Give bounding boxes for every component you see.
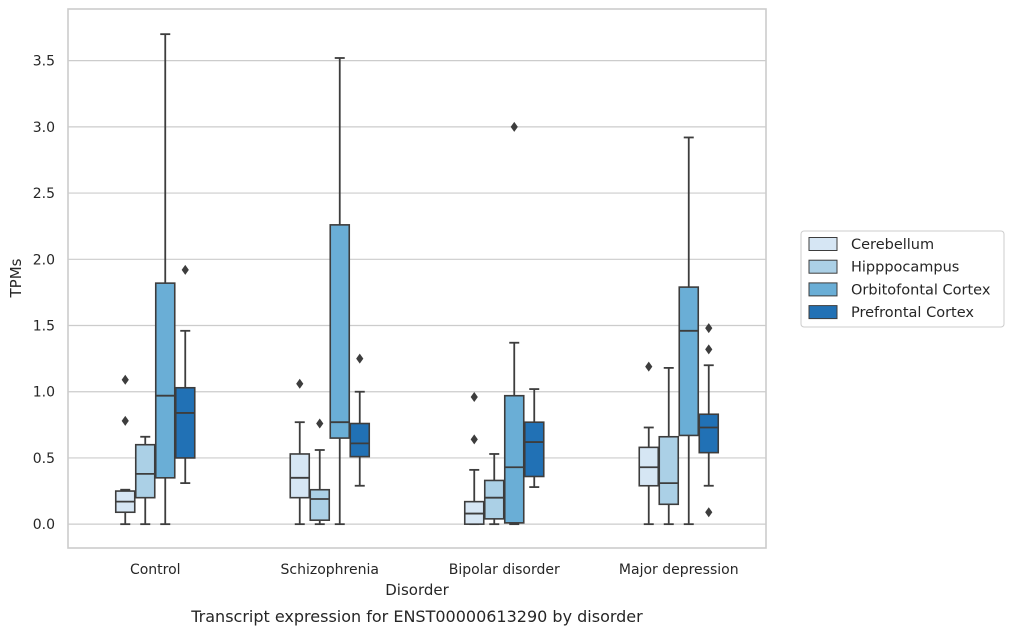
legend-label: Prefrontal Cortex bbox=[851, 305, 974, 321]
box-group bbox=[349, 353, 371, 487]
box-group bbox=[503, 121, 525, 526]
box bbox=[698, 413, 720, 454]
outlier-point bbox=[705, 344, 713, 355]
box bbox=[658, 435, 680, 506]
box bbox=[154, 282, 176, 479]
outlier-point bbox=[705, 323, 713, 334]
outlier-point bbox=[181, 264, 189, 275]
y-tick-label: 2.5 bbox=[33, 186, 55, 202]
box-group bbox=[638, 361, 660, 526]
x-tick-label: Major depression bbox=[619, 562, 739, 578]
outlier-point bbox=[470, 392, 478, 403]
y-tick-label: 1.5 bbox=[33, 319, 55, 335]
box-group bbox=[174, 264, 196, 485]
box bbox=[309, 488, 331, 521]
legend-swatch bbox=[808, 237, 838, 251]
outlier-point bbox=[470, 434, 478, 445]
outlier-point bbox=[705, 507, 713, 518]
outlier-point bbox=[645, 361, 653, 372]
box-group bbox=[154, 33, 176, 526]
box bbox=[174, 386, 196, 459]
box bbox=[503, 394, 525, 524]
y-tick-labels: 0.0 0.5 1.0 1.5 2.0 2.5 3.0 3.5 bbox=[33, 54, 55, 534]
chart-caption: Transcript expression for ENST0000061329… bbox=[190, 607, 643, 626]
y-tick-label: 3.0 bbox=[33, 120, 55, 136]
box-groups bbox=[114, 33, 720, 526]
box-group bbox=[678, 136, 700, 526]
box-group bbox=[134, 435, 156, 526]
outlier-point bbox=[510, 121, 518, 132]
box bbox=[678, 286, 700, 437]
box bbox=[134, 443, 156, 499]
outlier-point bbox=[121, 415, 129, 426]
x-axis-label: Disorder bbox=[385, 581, 449, 599]
legend-frame bbox=[800, 230, 1005, 328]
y-tick-label: 0.0 bbox=[33, 517, 55, 533]
box bbox=[349, 422, 371, 458]
legend-label: Cerebellum bbox=[851, 237, 934, 253]
outlier-point bbox=[316, 418, 324, 429]
box bbox=[523, 421, 545, 478]
y-tick-label: 3.5 bbox=[33, 54, 55, 70]
box-group bbox=[658, 366, 680, 526]
box-group bbox=[329, 57, 351, 526]
legend-label: Orbitofontal Cortex bbox=[851, 282, 991, 298]
y-tick-label: 2.0 bbox=[33, 252, 55, 268]
box-group bbox=[309, 418, 331, 526]
box-group bbox=[698, 323, 720, 518]
plot-frame bbox=[67, 8, 767, 549]
box bbox=[329, 224, 351, 439]
x-tick-labels: Control Schizophrenia Bipolar disorder Majo… bbox=[130, 562, 739, 578]
x-tick-label: Bipolar disorder bbox=[449, 562, 560, 578]
box bbox=[289, 453, 311, 499]
legend-swatch bbox=[808, 282, 838, 297]
outlier-point bbox=[356, 353, 364, 364]
box-group bbox=[523, 388, 545, 488]
box-group bbox=[463, 392, 485, 526]
y-tick-label: 0.5 bbox=[33, 451, 55, 467]
x-tick-label: Control bbox=[130, 562, 181, 578]
legend-label: Hipppocampus bbox=[851, 260, 959, 276]
y-axis-label: TPMs bbox=[7, 258, 25, 298]
y-tick-label: 1.0 bbox=[33, 385, 55, 401]
box-group bbox=[483, 453, 505, 526]
box-group bbox=[114, 374, 136, 526]
legend-swatch bbox=[808, 259, 838, 274]
x-tick-label: Schizophrenia bbox=[281, 562, 379, 578]
box bbox=[483, 479, 505, 520]
legend: Cerebellum Hipppocampus Orbitofontal Corte… bbox=[800, 230, 1005, 328]
box-group bbox=[289, 378, 311, 526]
legend-swatch bbox=[808, 305, 838, 320]
outlier-point bbox=[296, 378, 304, 389]
outlier-point bbox=[121, 374, 129, 385]
